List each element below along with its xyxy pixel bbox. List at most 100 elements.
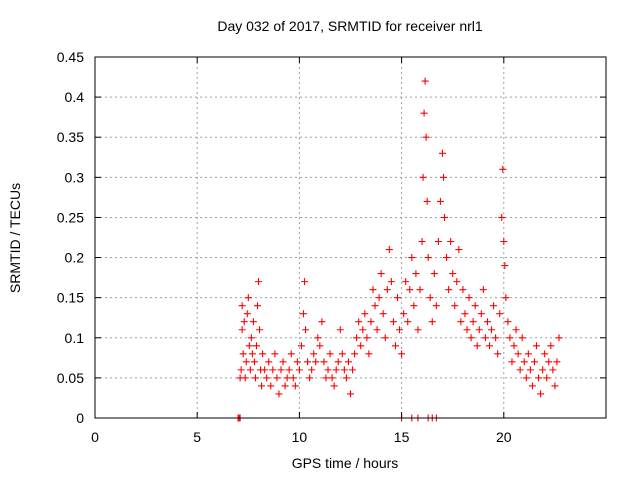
data-point [252, 342, 260, 350]
data-point [320, 358, 328, 366]
data-point [504, 318, 512, 326]
y-axis-label: SRMTID / TECUs [7, 183, 23, 293]
y-tick-label: 0.2 [65, 250, 85, 266]
data-point [287, 350, 295, 358]
data-point [483, 318, 491, 326]
data-point [453, 278, 461, 286]
data-point [247, 334, 255, 342]
data-points [234, 77, 563, 422]
data-point [293, 358, 301, 366]
x-tick-label: 10 [292, 429, 308, 445]
data-point [512, 326, 520, 334]
data-point [535, 374, 543, 382]
tick-labels: 0 5 10 15 20 0 0.05 0.1 0.15 0.2 0.25 0.3 0.35 0.4 0.4… [57, 49, 512, 445]
data-point [516, 366, 524, 374]
data-point [253, 302, 261, 310]
data-point [479, 286, 487, 294]
y-tick-label: 0.4 [65, 89, 85, 105]
data-point [406, 286, 414, 294]
data-point [404, 318, 412, 326]
data-point [379, 310, 387, 318]
data-point [375, 294, 383, 302]
data-point [353, 334, 361, 342]
data-point [408, 254, 416, 262]
data-point [297, 342, 305, 350]
data-point [250, 358, 258, 366]
data-point [245, 342, 253, 350]
x-tick-label: 5 [193, 429, 201, 445]
data-point [443, 254, 451, 262]
data-point [277, 366, 285, 374]
data-point [239, 350, 247, 358]
data-point [347, 390, 354, 398]
data-point [387, 278, 395, 286]
data-point [465, 294, 473, 302]
data-point [365, 350, 373, 358]
y-tick-label: 0.25 [57, 209, 84, 225]
data-point [501, 262, 509, 270]
x-tick-label: 0 [91, 429, 99, 445]
data-point [396, 326, 404, 334]
data-point [426, 294, 434, 302]
data-point [263, 374, 271, 382]
data-point [251, 374, 259, 382]
data-point [400, 310, 408, 318]
data-point [526, 366, 534, 374]
data-point [451, 302, 459, 310]
x-tick-label: 15 [394, 429, 410, 445]
x-tick-label: 20 [496, 429, 512, 445]
data-point [316, 342, 324, 350]
data-point [419, 173, 427, 181]
data-point [551, 382, 559, 390]
data-point [490, 302, 498, 310]
data-point [518, 334, 526, 342]
data-point [389, 318, 397, 326]
data-point [273, 374, 281, 382]
data-point [281, 382, 289, 390]
data-point [383, 286, 391, 294]
data-point [541, 350, 549, 358]
data-point [269, 366, 277, 374]
data-point [402, 278, 410, 286]
data-point [477, 310, 485, 318]
data-point [238, 326, 246, 334]
data-point [457, 318, 465, 326]
data-point [332, 366, 340, 374]
data-point [422, 133, 430, 141]
data-point [469, 318, 477, 326]
data-point [381, 334, 389, 342]
data-point [259, 350, 267, 358]
data-point [463, 326, 471, 334]
data-point [242, 358, 250, 366]
data-point [459, 286, 467, 294]
data-point [549, 366, 557, 374]
data-point [539, 366, 547, 374]
data-point [492, 334, 500, 342]
data-point [488, 326, 496, 334]
plot-frame [94, 56, 607, 419]
data-point [449, 270, 457, 278]
data-point [355, 318, 363, 326]
data-point [255, 278, 263, 286]
data-point [283, 374, 291, 382]
data-point [301, 278, 309, 286]
data-point [237, 366, 245, 374]
data-point [324, 366, 332, 374]
y-tick-label: 0.1 [65, 330, 85, 346]
data-point [440, 173, 448, 181]
data-point [261, 366, 269, 374]
data-point [434, 238, 442, 246]
data-point [547, 342, 555, 350]
data-point [344, 358, 352, 366]
data-point [377, 270, 385, 278]
data-point [240, 318, 248, 326]
data-point [502, 294, 510, 302]
data-point [499, 165, 507, 173]
y-tick-label: 0 [76, 410, 84, 426]
data-point [312, 358, 320, 366]
data-point [441, 213, 449, 221]
data-point [385, 246, 393, 254]
data-point [394, 294, 402, 302]
data-point [256, 326, 264, 334]
